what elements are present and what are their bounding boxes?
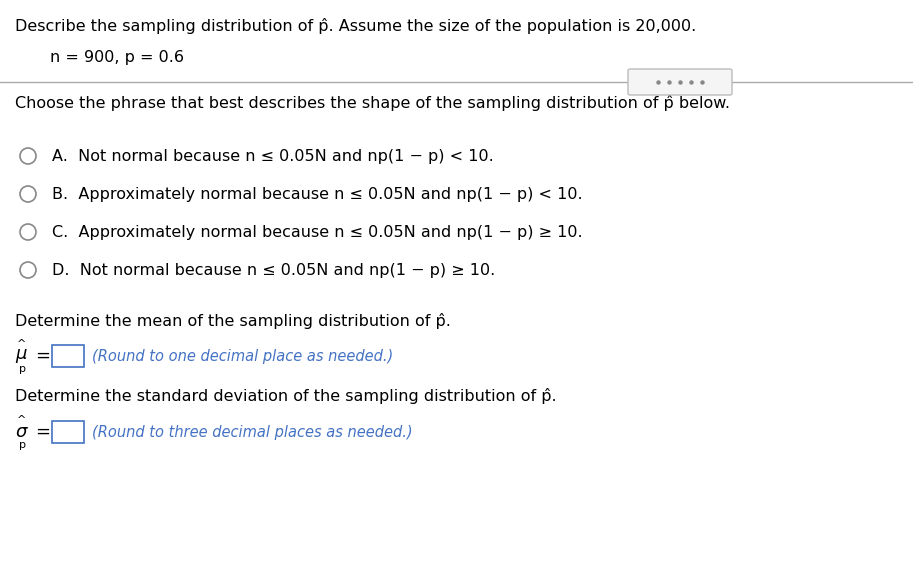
FancyBboxPatch shape	[52, 421, 84, 443]
Text: n = 900, p = 0.6: n = 900, p = 0.6	[50, 50, 184, 65]
Text: B.  Approximately normal because n ≤ 0.05N and np(1 − p) < 10.: B. Approximately normal because n ≤ 0.05…	[52, 186, 582, 202]
Text: Choose the phrase that best describes the shape of the sampling distribution of : Choose the phrase that best describes th…	[15, 95, 730, 111]
Text: C.  Approximately normal because n ≤ 0.05N and np(1 − p) ≥ 10.: C. Approximately normal because n ≤ 0.05…	[52, 225, 582, 239]
Text: A.  Not normal because n ≤ 0.05N and np(1 − p) < 10.: A. Not normal because n ≤ 0.05N and np(1…	[52, 149, 494, 164]
FancyBboxPatch shape	[52, 345, 84, 367]
Text: p: p	[19, 440, 26, 450]
Text: $\sigma$: $\sigma$	[15, 423, 29, 441]
Text: (Round to three decimal places as needed.): (Round to three decimal places as needed…	[92, 425, 413, 439]
Circle shape	[20, 186, 36, 202]
Text: Describe the sampling distribution of p̂. Assume the size of the population is 2: Describe the sampling distribution of p̂…	[15, 18, 697, 34]
Circle shape	[20, 224, 36, 240]
Circle shape	[20, 262, 36, 278]
Text: Determine the mean of the sampling distribution of p̂.: Determine the mean of the sampling distr…	[15, 313, 451, 329]
Text: ^: ^	[17, 415, 26, 425]
Text: $\mu$: $\mu$	[15, 347, 28, 365]
FancyBboxPatch shape	[628, 69, 732, 95]
Circle shape	[20, 148, 36, 164]
Text: D.  Not normal because n ≤ 0.05N and np(1 − p) ≥ 10.: D. Not normal because n ≤ 0.05N and np(1…	[52, 263, 495, 278]
Text: Determine the standard deviation of the sampling distribution of p̂.: Determine the standard deviation of the …	[15, 388, 557, 404]
Text: =: =	[35, 423, 50, 441]
Text: p: p	[19, 364, 26, 374]
Text: ^: ^	[17, 339, 26, 349]
Text: =: =	[35, 347, 50, 365]
Text: (Round to one decimal place as needed.): (Round to one decimal place as needed.)	[92, 348, 394, 364]
